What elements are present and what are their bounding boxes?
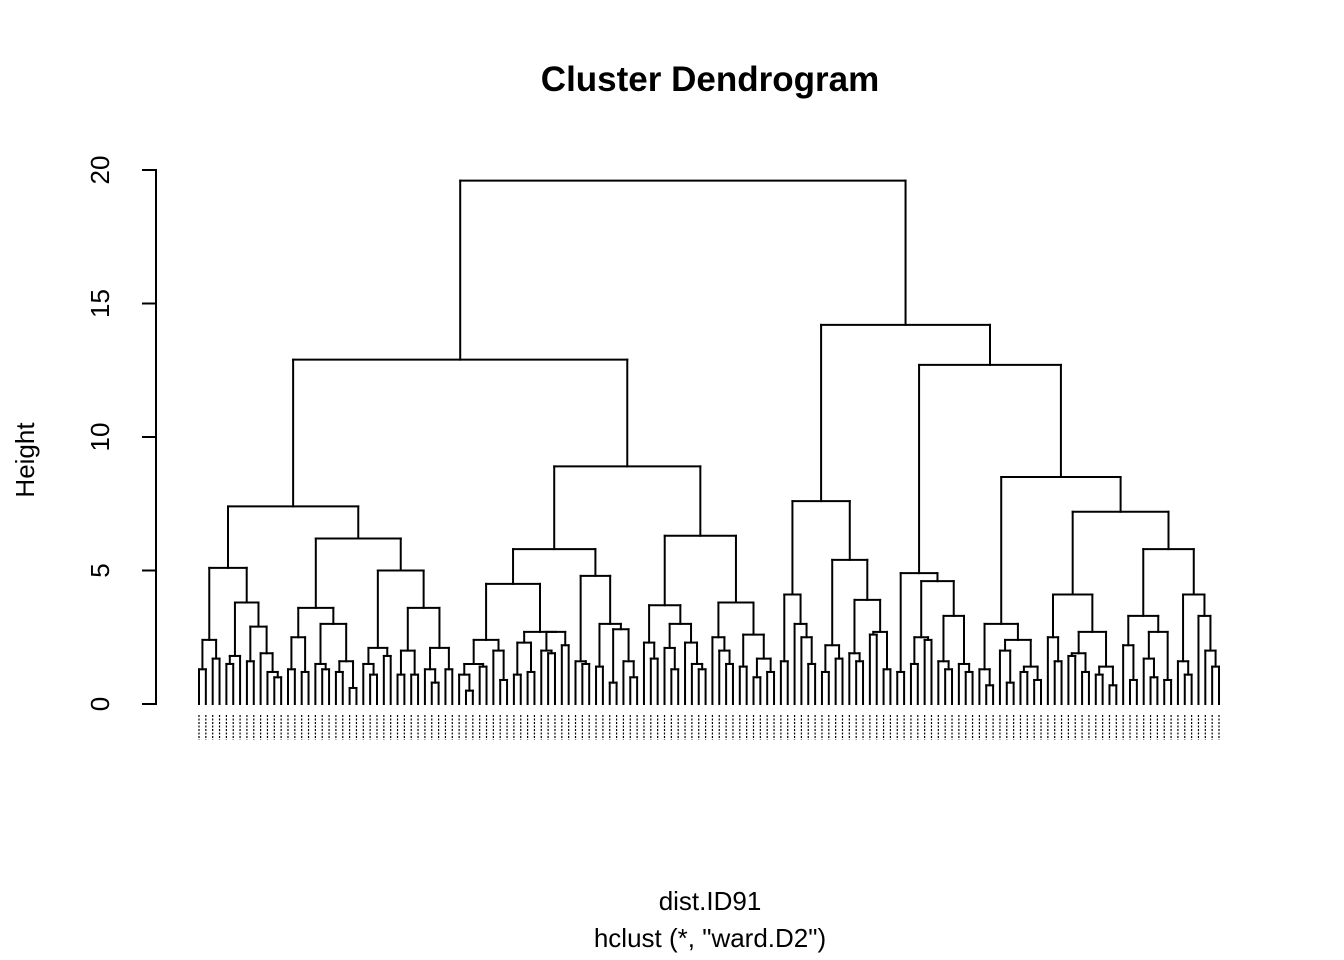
- leaf-labels: [198, 715, 1220, 740]
- y-axis: 0 5 10 15 20: [85, 156, 157, 711]
- dendrogram-tree: [198, 179, 1220, 705]
- y-tick-label: 10: [85, 423, 115, 452]
- method-subtitle: hclust (*, "ward.D2"): [594, 923, 826, 953]
- chart-title: Cluster Dendrogram: [541, 60, 879, 99]
- y-axis-label: Height: [10, 422, 40, 498]
- x-axis-label: dist.ID91: [659, 886, 762, 916]
- y-tick-label: 0: [85, 697, 115, 711]
- y-tick-label: 15: [85, 289, 115, 318]
- y-tick-label: 5: [85, 563, 115, 577]
- y-tick-label: 20: [85, 156, 115, 185]
